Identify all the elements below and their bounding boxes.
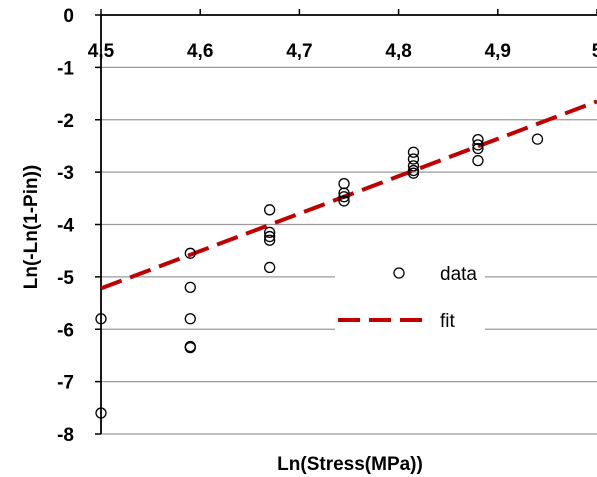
data-point xyxy=(263,226,276,239)
data-point xyxy=(472,139,484,151)
y-tick-label: -3 xyxy=(57,163,74,184)
legend: data fit xyxy=(335,252,485,338)
x-tick-label: 4,7 xyxy=(286,41,312,62)
x-tick-label: 4,9 xyxy=(485,41,511,62)
y-tick-label: -8 xyxy=(57,425,74,446)
legend-data-label: data xyxy=(440,264,477,285)
y-tick-label: 0 xyxy=(63,6,74,27)
data-point xyxy=(184,281,196,294)
legend-background xyxy=(335,252,485,338)
data-point xyxy=(263,230,276,243)
plot-area xyxy=(95,99,597,419)
legend-data-marker xyxy=(393,267,405,279)
data-point xyxy=(338,187,350,199)
x-tick-label: 5 xyxy=(592,41,597,62)
y-tick-label: -7 xyxy=(57,373,74,394)
data-point xyxy=(95,313,107,325)
x-tick-label: 4,8 xyxy=(385,41,411,62)
data-point xyxy=(338,195,350,207)
data-point xyxy=(338,177,350,190)
tick-labels: 0 -1 -2 -3 -4 -5 -6 -7 -8 4,5 4,6 4,7 4,8 4,9 5 xyxy=(57,6,597,446)
data-point xyxy=(184,341,196,354)
axes xyxy=(95,9,597,435)
y-axis-title: Ln(-Ln(1-Pin)) xyxy=(21,165,42,290)
data-point xyxy=(263,261,276,274)
data-point xyxy=(263,234,276,246)
data-point xyxy=(95,407,107,419)
y-tick-label: -6 xyxy=(57,320,74,341)
x-tick-label: 4,6 xyxy=(187,41,213,62)
x-tick-label: 4,5 xyxy=(88,41,115,62)
data-point xyxy=(407,146,420,158)
y-tick-label: -5 xyxy=(57,268,74,289)
legend-fit-label: fit xyxy=(440,311,456,332)
data-point xyxy=(472,134,484,146)
y-tick-label: -4 xyxy=(57,216,74,237)
data-point xyxy=(263,204,276,216)
data-point xyxy=(407,160,420,172)
y-tick-label: -1 xyxy=(57,58,74,79)
data-point xyxy=(184,313,196,325)
gridlines xyxy=(101,66,597,435)
x-axis-title: Ln(Stress(MPa)) xyxy=(277,454,423,475)
data-point xyxy=(338,191,350,203)
data-point xyxy=(472,142,484,155)
data-point xyxy=(472,154,484,167)
data-point xyxy=(407,167,420,179)
data-point xyxy=(184,247,196,259)
data-point xyxy=(407,153,420,165)
data-point xyxy=(531,133,544,145)
y-tick-label: -2 xyxy=(57,111,74,132)
